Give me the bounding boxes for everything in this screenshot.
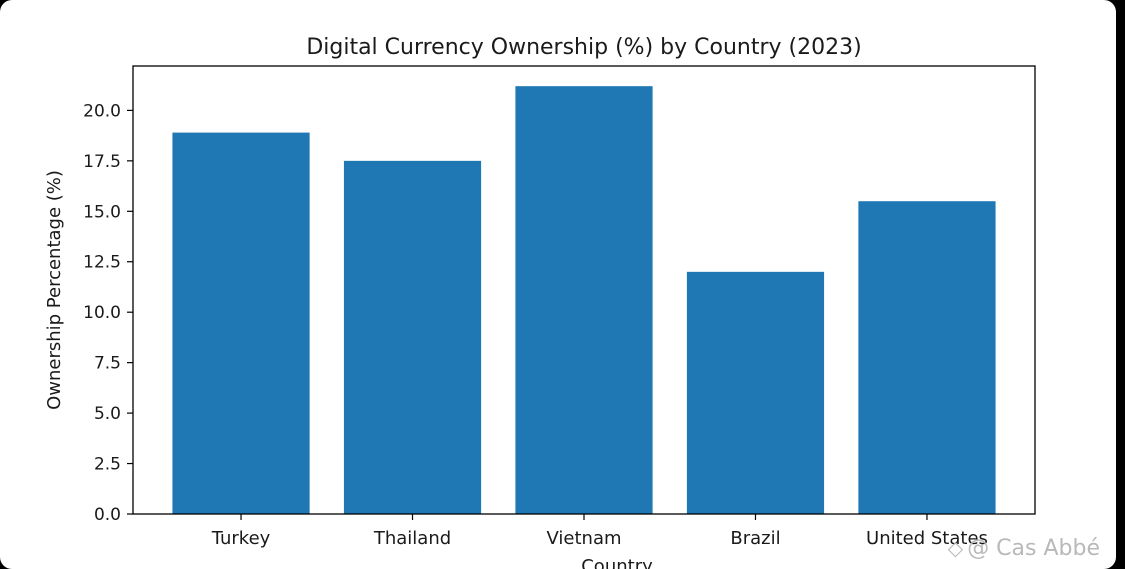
bar-thailand <box>343 160 482 514</box>
y-tick-label: 5.0 <box>94 404 121 424</box>
bar-brazil <box>686 271 825 514</box>
watermark-text: @ Cas Abbé <box>967 536 1100 561</box>
y-tick-label: 7.5 <box>94 354 121 374</box>
x-tick-label: Brazil <box>730 528 780 549</box>
bar-vietnam <box>515 86 653 515</box>
x-tick-label: Vietnam <box>546 528 621 549</box>
x-tick-label: Turkey <box>211 528 271 549</box>
x-axis-ticks: Turkey Thailand Vietnam Brazil United States <box>211 514 988 549</box>
y-tick-label: 10.0 <box>83 303 121 323</box>
y-tick-label: 15.0 <box>83 202 121 222</box>
plot-frame <box>132 65 1036 515</box>
bars-group <box>172 86 996 515</box>
bar-united-states <box>858 201 996 514</box>
watermark: ◇ @ Cas Abbé <box>948 536 1100 561</box>
y-tick-label: 17.5 <box>83 152 121 172</box>
y-tick-label: 20.0 <box>83 101 121 121</box>
bar-turkey <box>172 132 310 514</box>
y-tick-label: 2.5 <box>94 455 121 475</box>
x-axis-label: Country <box>581 556 653 569</box>
x-tick-label: United States <box>866 528 988 549</box>
x-tick-label: Thailand <box>373 528 451 549</box>
y-tick-label: 0.0 <box>94 505 121 525</box>
chart-title: Digital Currency Ownership (%) by Countr… <box>306 35 861 60</box>
y-tick-label: 12.5 <box>83 253 121 273</box>
y-axis-ticks: 0.0 2.5 5.0 7.5 10.0 12.5 15.0 17.5 20.0 <box>83 101 133 525</box>
y-axis-label: Ownership Percentage (%) <box>44 170 65 410</box>
diamond-icon: ◇ <box>947 536 964 560</box>
